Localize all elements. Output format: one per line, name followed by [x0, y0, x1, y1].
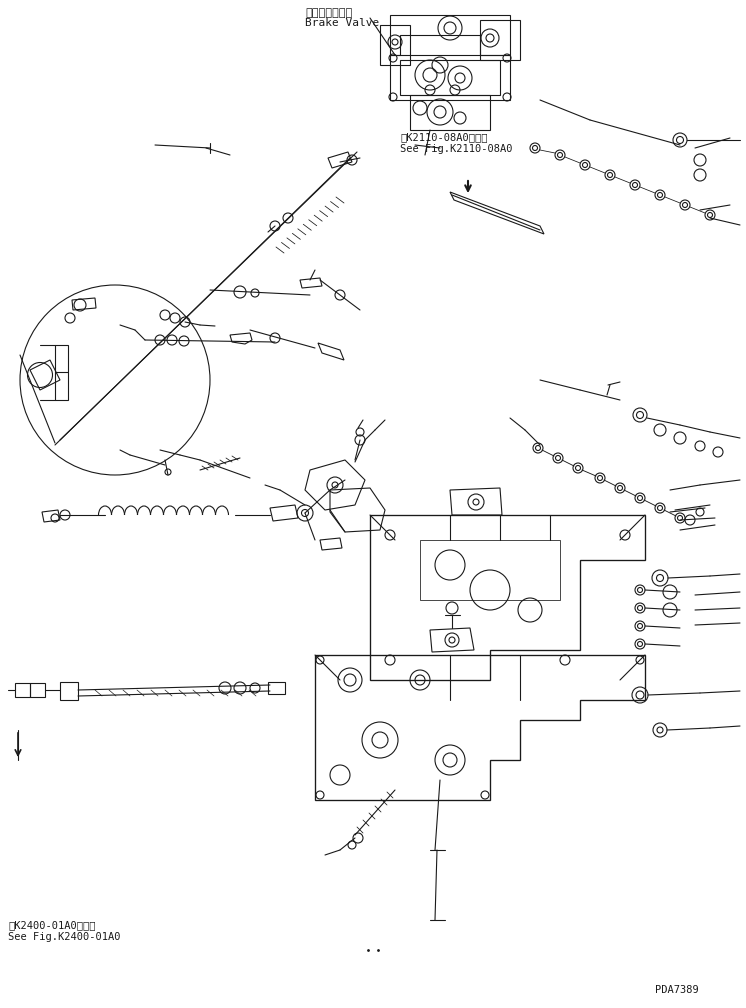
Text: PDA7389: PDA7389 [655, 985, 699, 995]
Text: Brake Valve: Brake Valve [305, 18, 379, 28]
Text: See Fig.K2110-08A0: See Fig.K2110-08A0 [400, 144, 513, 154]
Text: See Fig.K2400-01A0: See Fig.K2400-01A0 [8, 932, 121, 942]
Text: 第K2110-08A0図参照: 第K2110-08A0図参照 [400, 132, 487, 142]
Text: 第K2400-01A0図参照: 第K2400-01A0図参照 [8, 920, 95, 930]
Text: ブレーキバルブ: ブレーキバルブ [305, 8, 352, 18]
